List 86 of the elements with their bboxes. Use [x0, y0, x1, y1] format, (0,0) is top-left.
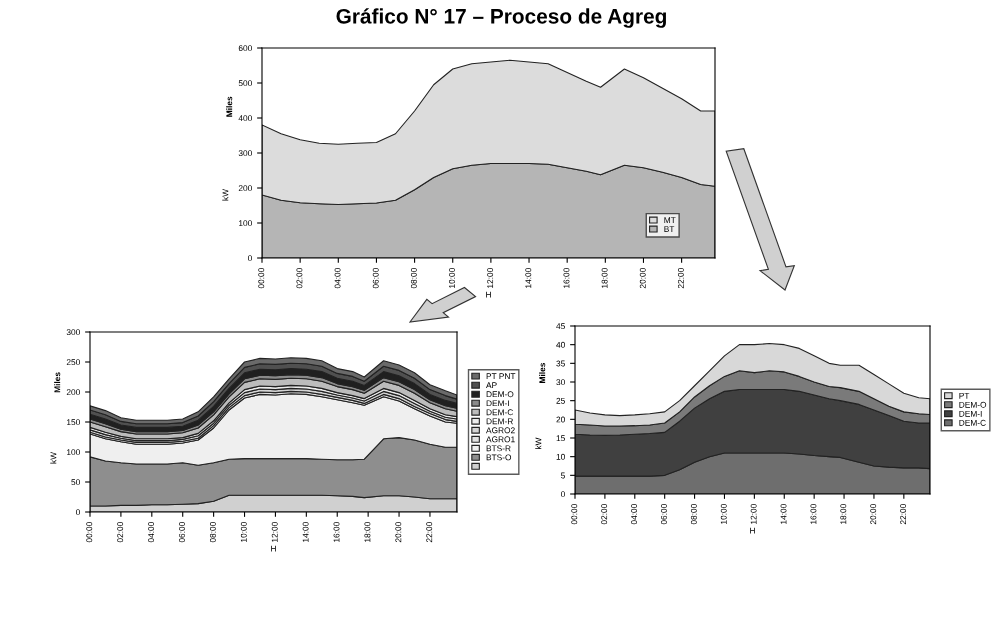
x-tick-label: 12:00: [271, 522, 278, 542]
x-tick-label: 18:00: [840, 504, 847, 524]
legend-label: PT PNT: [486, 373, 516, 380]
x-tick-label: 04:00: [334, 268, 341, 289]
x-tick-label: 18:00: [364, 522, 371, 542]
x-tick-label: 06:00: [372, 268, 379, 289]
y-tick-label: 300: [238, 150, 252, 157]
y-tick-label: 30: [556, 379, 565, 386]
legend-label: DEM-I: [959, 410, 982, 417]
y-tick-label: 200: [238, 185, 252, 192]
x-tick-label: 08:00: [209, 522, 216, 543]
legend-label: DEM-C: [486, 409, 513, 416]
x-tick-label: 00:00: [86, 522, 93, 543]
y-tick-label: 200: [66, 389, 80, 396]
x-tick-label: 08:00: [410, 268, 417, 289]
x-tick-label: 14:00: [780, 504, 787, 524]
y-tick-label: 0: [560, 491, 565, 498]
y-tick-label: 35: [556, 360, 565, 367]
y-tick-label: 250: [66, 359, 80, 366]
x-tick-label: 06:00: [179, 522, 185, 543]
x-tick-label: 02:00: [601, 504, 608, 525]
y-tick-label: 5: [560, 472, 565, 479]
y-tick-label: 600: [238, 45, 252, 52]
y-tick-label: 400: [238, 115, 252, 122]
legend-label: AGRO2: [486, 427, 515, 434]
y-tick-label: 20: [556, 416, 565, 423]
y-tick-label: 500: [238, 80, 252, 87]
x-tick-label: 00:00: [258, 268, 265, 289]
text: Miles: [54, 372, 61, 393]
x-tick-label: 20:00: [639, 268, 646, 289]
x-tick-label: 20:00: [395, 522, 402, 543]
text: Miles: [226, 96, 233, 117]
x-tick-label: 02:00: [117, 522, 124, 543]
y-tick-label: 0: [75, 509, 80, 516]
legend-label: AGRO1: [486, 436, 515, 443]
x-tick-label: 00:00: [571, 504, 578, 525]
y-tick-label: 50: [71, 479, 80, 486]
x-tick-label: 10:00: [240, 522, 247, 542]
legend-label: DEM-O: [959, 401, 987, 408]
x-tick-label: 04:00: [631, 504, 638, 525]
x-tick-label: 10:00: [449, 268, 455, 288]
y-axis-title: kW: [50, 452, 57, 464]
y-tick-label: 300: [66, 329, 80, 336]
x-tick-label: 20:00: [870, 504, 877, 525]
legend-label: DEM-R: [486, 418, 513, 425]
y-tick-label: 100: [239, 220, 252, 227]
chart-title: Gráfico N° 17 – Proceso de Agreg: [336, 8, 666, 28]
legend-label: BT: [664, 226, 675, 232]
text: Miles: [539, 362, 546, 383]
y-tick-label: 100: [67, 449, 80, 456]
legend-label: DEM-O: [486, 391, 514, 398]
x-tick-label: 06:00: [661, 504, 667, 525]
x-tick-label: 16:00: [563, 268, 570, 288]
legend-label: BTS-R: [486, 445, 511, 452]
x-axis-title: H: [486, 291, 491, 298]
y-tick-label: 0: [247, 255, 252, 262]
x-tick-label: 14:00: [525, 268, 532, 288]
x-tick-label: 22:00: [900, 504, 907, 525]
y-axis-title: kW: [535, 437, 542, 450]
x-tick-label: 22:00: [677, 268, 684, 289]
x-axis-title: H: [271, 545, 276, 552]
x-tick-label: 12:00: [750, 504, 757, 524]
x-tick-label: 12:00: [487, 268, 494, 288]
x-tick-label: 22:00: [426, 522, 433, 543]
x-tick-label: 08:00: [690, 504, 697, 525]
y-tick-label: 15: [556, 435, 565, 442]
legend-label: DEM-C: [959, 419, 986, 426]
y-tick-label: 10: [556, 453, 565, 460]
legend-label: BTS-O: [486, 454, 512, 461]
x-tick-label: 16:00: [810, 504, 817, 524]
x-tick-label: 14:00: [302, 522, 309, 542]
y-tick-label: 150: [67, 419, 80, 426]
x-tick-label: 18:00: [601, 268, 608, 288]
y-axis-title: kW: [222, 189, 229, 201]
y-tick-label: 45: [556, 323, 565, 330]
legend-label: PT: [959, 392, 970, 399]
legend-label: AP: [486, 382, 497, 389]
x-tick-label: 10:00: [720, 504, 727, 524]
legend-label: MT: [664, 217, 676, 223]
x-tick-label: 02:00: [296, 268, 303, 289]
y-tick-label: 40: [556, 341, 565, 348]
y-tick-label: 25: [556, 397, 565, 404]
x-tick-label: 16:00: [333, 522, 340, 542]
x-axis-title: H: [750, 527, 755, 534]
legend-label: DEM-I: [486, 400, 509, 407]
x-tick-label: 04:00: [148, 522, 155, 543]
